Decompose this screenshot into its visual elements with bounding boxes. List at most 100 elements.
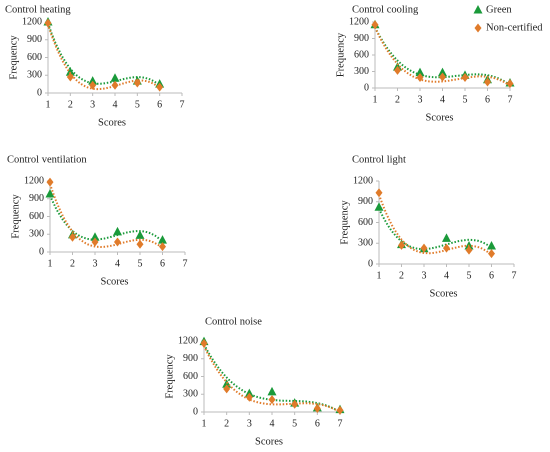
x-axis-label: Scores [101, 276, 129, 287]
point [91, 237, 99, 247]
point [398, 240, 405, 250]
y-tick-label: 0 [364, 82, 369, 93]
trendline [203, 344, 341, 413]
trendline [47, 23, 161, 91]
trendline [49, 194, 164, 243]
y-tick-label: 600 [354, 49, 369, 60]
x-tick-label: 4 [444, 270, 449, 281]
point [438, 67, 447, 77]
point [371, 20, 379, 30]
x-tick-label: 3 [418, 94, 423, 105]
y-tick-label: 300 [183, 389, 198, 400]
x-tick-label: 5 [135, 99, 140, 110]
point [69, 232, 76, 242]
x-tick-label: 6 [485, 94, 490, 105]
y-tick-label: 1200 [24, 175, 44, 186]
y-tick-label: 600 [183, 371, 198, 382]
x-tick-label: 2 [224, 418, 229, 429]
x-tick-label: 5 [463, 94, 468, 105]
x-axis-label: Scores [255, 436, 283, 447]
y-tick-label: 300 [358, 238, 373, 249]
point [90, 232, 100, 241]
point [159, 242, 166, 252]
legend-marker [474, 23, 482, 33]
point [135, 230, 145, 239]
point [223, 384, 231, 394]
x-tick-label: 7 [512, 270, 517, 281]
y-tick-label: 1200 [349, 16, 369, 27]
point [439, 72, 446, 82]
x-tick-label: 5 [467, 270, 472, 281]
x-tick-label: 1 [202, 418, 207, 429]
x-tick-label: 3 [247, 418, 252, 429]
point [156, 82, 164, 92]
point [46, 177, 54, 187]
x-tick-label: 1 [377, 270, 382, 281]
chart: Control ventilation 0 300 600 900 1200 1 2 3 4 5 6 7… [7, 154, 188, 287]
chart-title: Control cooling [352, 4, 419, 15]
chart-title: Control light [352, 154, 406, 165]
x-tick-label: 6 [157, 99, 162, 110]
point [484, 77, 491, 87]
x-tick-label: 2 [68, 99, 73, 110]
point [443, 243, 450, 253]
legend-marker [473, 5, 483, 14]
chart: Control light 0 300 600 900 1200 1 2 3 4 5 6 7 Scores… [339, 154, 516, 299]
point [461, 73, 469, 83]
point [267, 386, 277, 396]
y-tick-label: 1200 [22, 16, 42, 27]
chart-title: Control noise [205, 316, 262, 327]
y-axis-label: Frequency [335, 32, 346, 77]
point [88, 76, 98, 85]
y-axis-label: Frequency [339, 200, 350, 245]
x-axis-label: Scores [430, 288, 458, 299]
y-axis-label: Frequency [10, 194, 21, 239]
x-tick-label: 1 [46, 99, 51, 110]
x-tick-label: 6 [315, 418, 320, 429]
x-tick-label: 7 [338, 418, 343, 429]
chart: Control noise 0 300 600 900 1200 1 2 3 4 5 6 7 Scores… [164, 316, 345, 447]
point [506, 79, 514, 89]
point [44, 18, 52, 28]
point [65, 67, 75, 76]
x-tick-label: 3 [93, 258, 98, 269]
trendline [49, 183, 164, 250]
y-tick-label: 0 [193, 406, 198, 417]
legend-label: Non-certified [486, 22, 543, 33]
x-tick-label: 7 [183, 258, 188, 269]
y-tick-label: 900 [354, 33, 369, 44]
y-tick-label: 900 [27, 34, 42, 45]
point [158, 235, 167, 244]
point [133, 78, 141, 88]
trendline [378, 208, 493, 251]
point [89, 80, 97, 90]
point [313, 403, 321, 413]
x-tick-label: 1 [373, 94, 378, 105]
x-tick-label: 5 [138, 258, 143, 269]
x-tick-label: 2 [395, 94, 400, 105]
point [114, 237, 121, 247]
point [442, 233, 451, 242]
y-tick-label: 600 [27, 52, 42, 63]
point [415, 67, 425, 77]
trendline [47, 22, 161, 87]
point [416, 73, 424, 83]
y-tick-label: 600 [358, 217, 373, 228]
point [200, 338, 208, 348]
x-tick-label: 4 [440, 94, 445, 105]
x-axis-label: Scores [98, 117, 126, 128]
y-tick-label: 1200 [353, 175, 373, 186]
point [488, 249, 495, 259]
point [268, 395, 276, 405]
point [45, 189, 55, 198]
y-tick-label: 600 [29, 211, 44, 222]
x-tick-label: 3 [90, 99, 95, 110]
chart-title: Control ventilation [7, 154, 87, 165]
x-tick-label: 4 [270, 418, 275, 429]
x-tick-label: 1 [48, 258, 53, 269]
y-axis-label: Frequency [164, 354, 175, 399]
point [291, 399, 299, 409]
y-tick-label: 0 [39, 246, 44, 257]
chart: Control cooling 0 300 600 900 1200 1 2 3 4 5 6 7 Scor… [335, 4, 543, 123]
point [487, 241, 496, 250]
